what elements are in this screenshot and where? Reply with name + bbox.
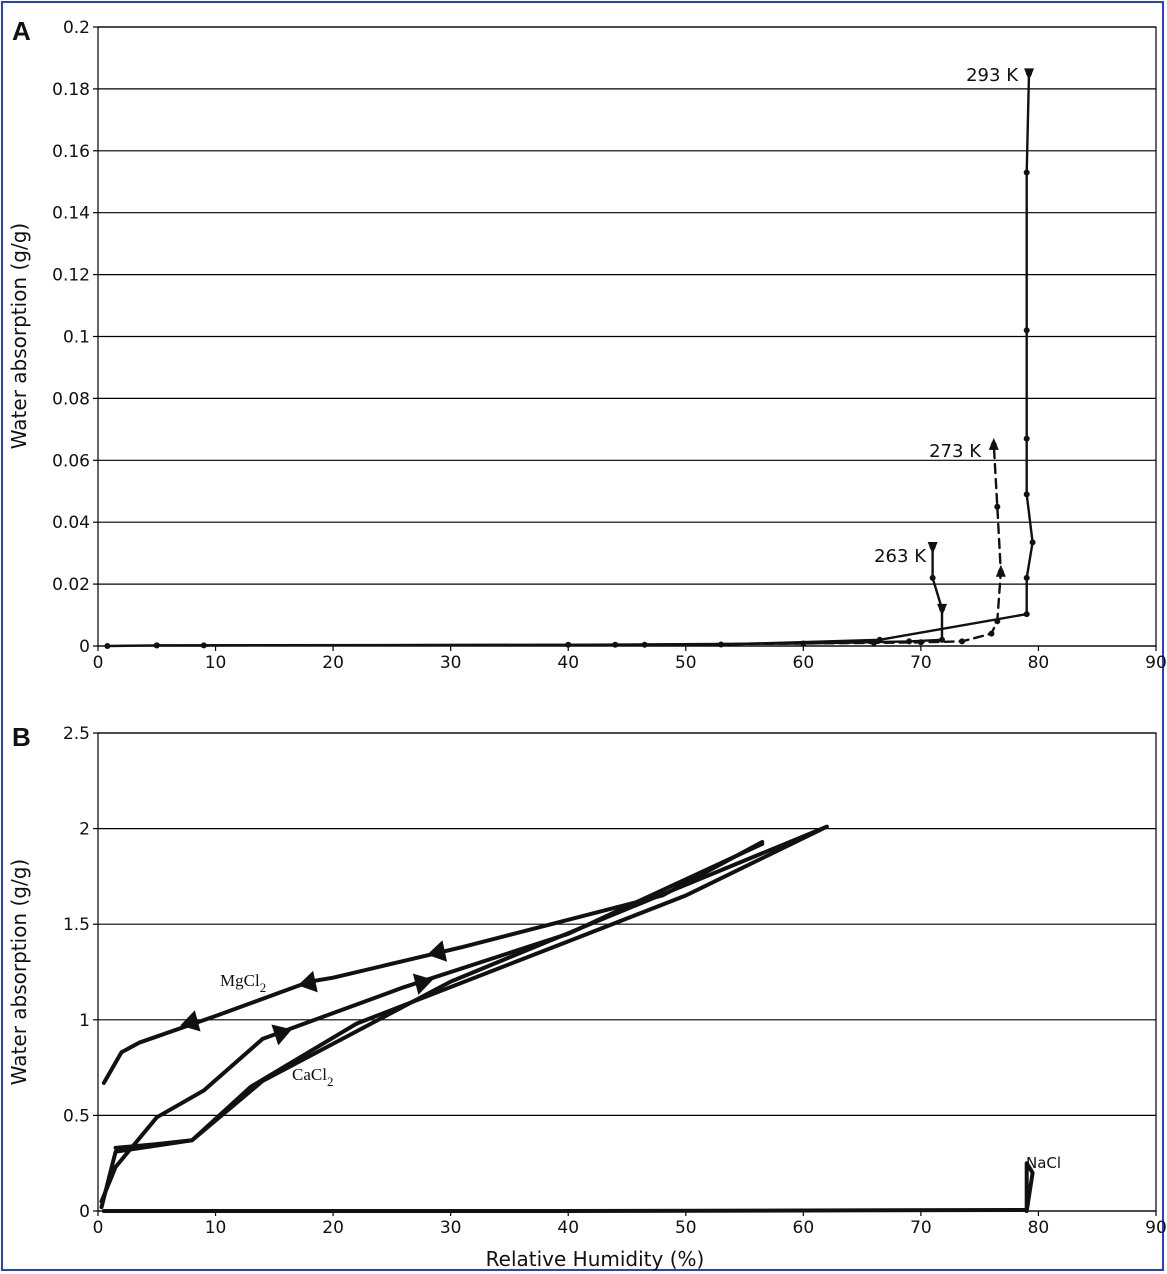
panel-b-direction-arrow xyxy=(271,1024,292,1046)
annotation-mgcl2-base: MgCl xyxy=(220,971,260,990)
annotation-mgcl2-sub: 2 xyxy=(260,980,267,995)
panel-a-y-axis-title: Water absorption (g/g) xyxy=(7,223,31,449)
annotation-263k: 263 K xyxy=(874,546,927,567)
panel-a-point-293-k xyxy=(1023,435,1030,442)
annotation-nacl: NaCl xyxy=(1026,1154,1061,1172)
panel-a-y-tick-label: 0.1 xyxy=(63,328,90,348)
panel-a-point-263-k xyxy=(906,638,913,645)
panel-a-point-273-k xyxy=(994,503,1001,510)
panel-b-y-tick-label: 1 xyxy=(79,1011,90,1031)
panel-b-plot: 0 0.5 1 1.5 2 2.5 0 10 20 30 40 50 60 70 80 90 xyxy=(63,724,1167,1238)
panel-a-point-293-k xyxy=(1023,611,1030,618)
panel-a-x-tick-label: 60 xyxy=(793,653,815,673)
panel-b-direction-arrow xyxy=(427,940,448,962)
annotation-cacl2-sub: 2 xyxy=(327,1074,334,1089)
panel-b-x-tick-label: 40 xyxy=(557,1218,579,1238)
annotation-mgcl2: MgCl2 xyxy=(220,971,266,995)
panel-b-y-tick-label: 0 xyxy=(79,1202,90,1222)
panel-b-y-tick-label: 1.5 xyxy=(63,915,90,935)
panel-a-point-273-k xyxy=(994,618,1001,625)
panel-b-series-cacl2 xyxy=(99,824,829,1210)
panel-a-y-tick-label: 0.02 xyxy=(52,575,90,595)
panel-a-point-273-k xyxy=(959,638,966,645)
panel-a-direction-arrow xyxy=(1024,68,1035,81)
panel-b-letter: B xyxy=(12,722,31,752)
panel-b-x-axis-title: Relative Humidity (%) xyxy=(486,1247,705,1271)
panel-b-y-tick-label: 0.5 xyxy=(63,1106,90,1126)
panel-b-x-tick-label: 70 xyxy=(910,1218,932,1238)
panel-a-x-tick-label: 40 xyxy=(557,653,579,673)
panel-b-direction-arrow xyxy=(297,970,318,993)
panel-b-x-tick-label: 60 xyxy=(793,1218,815,1238)
panel-a-point-293-k xyxy=(104,643,111,649)
panel-a-y-tick-label: 0.04 xyxy=(52,513,90,533)
annotation-273k: 273 K xyxy=(929,441,982,462)
panel-a-y-tick-label: 0.18 xyxy=(52,80,90,100)
panel-a-plot: 0 0.02 0.04 0.06 0.08 0.1 0.12 0.14 0.16 0.18 0.2 0… xyxy=(52,18,1167,673)
panel-a-point-293-k xyxy=(1029,539,1036,546)
panel-b-x-tick-label: 0 xyxy=(93,1218,104,1238)
panel-a-x-tick-label: 20 xyxy=(322,653,344,673)
panel-a-x-tick-label: 70 xyxy=(910,653,932,673)
panel-b-x-tick-label: 10 xyxy=(205,1218,227,1238)
panel-a-y-tick-label: 0.2 xyxy=(63,18,90,38)
panel-a-x-tick-label: 80 xyxy=(1028,653,1050,673)
panel-a-point-263-k xyxy=(800,640,807,647)
panel-b-series-cacl2-sorption xyxy=(113,824,829,1150)
panel-a-point-293-k xyxy=(1023,169,1030,176)
panel-a-direction-arrow xyxy=(988,437,999,450)
panel-a-x-tick-label: 50 xyxy=(675,653,697,673)
panel-b-x-tick-label: 90 xyxy=(1145,1218,1167,1238)
panel-a-direction-arrow xyxy=(995,564,1006,577)
panel-a-y-tick-label: 0.08 xyxy=(52,389,90,409)
panel-b-direction-arrow xyxy=(180,1010,201,1032)
panel-a-x-tick-label: 0 xyxy=(93,653,104,673)
panel-a-point-293-k xyxy=(1023,574,1030,581)
panel-b-series-mgcl2 xyxy=(101,840,765,1085)
panel-b-direction-arrow xyxy=(412,973,434,995)
panel-a-y-tick-label: 0.16 xyxy=(52,142,90,162)
panel-a-x-tick-label: 10 xyxy=(205,653,227,673)
panel-a-point-263-k xyxy=(565,641,572,648)
panel-a-y-tick-label: 0.14 xyxy=(52,204,90,224)
panel-a-point-273-k xyxy=(988,630,995,637)
panel-a-y-tick-label: 0 xyxy=(79,637,90,657)
panel-a-point-263-k xyxy=(929,574,936,581)
panel-a-point-263-k xyxy=(153,642,160,649)
panel-a-point-263-k xyxy=(939,636,946,643)
panel-b-y-tick-label: 2 xyxy=(79,820,90,840)
panel-a-point-293-k xyxy=(1023,491,1030,498)
panel-a-x-tick-label: 90 xyxy=(1145,653,1167,673)
panel-b-y-axis-title: Water absorption (g/g) xyxy=(7,859,31,1085)
annotation-293k: 293 K xyxy=(966,65,1019,86)
panel-b-series-nacl xyxy=(101,1161,1035,1213)
panel-a-direction-arrow xyxy=(937,603,948,616)
annotation-cacl2: CaCl2 xyxy=(292,1065,333,1089)
panel-b-x-tick-label: 30 xyxy=(440,1218,462,1238)
panel-a-direction-arrow xyxy=(927,541,938,554)
panel-b-x-tick-label: 20 xyxy=(322,1218,344,1238)
panel-a-letter: A xyxy=(12,16,31,46)
panel-a-point-293-k xyxy=(1023,327,1030,334)
panel-b-y-tick-label: 2.5 xyxy=(63,724,90,744)
panel-a-y-tick-label: 0.12 xyxy=(52,266,90,286)
panel-b-x-tick-label: 50 xyxy=(675,1218,697,1238)
panel-a-series-263-k xyxy=(155,545,944,647)
panel-a-y-tick-label: 0.06 xyxy=(52,451,90,471)
panel-b-x-tick-label: 80 xyxy=(1028,1218,1050,1238)
panel-a-series-273-k xyxy=(643,443,1002,646)
panel-a-x-tick-label: 30 xyxy=(440,653,462,673)
annotation-cacl2-base: CaCl xyxy=(292,1065,327,1084)
